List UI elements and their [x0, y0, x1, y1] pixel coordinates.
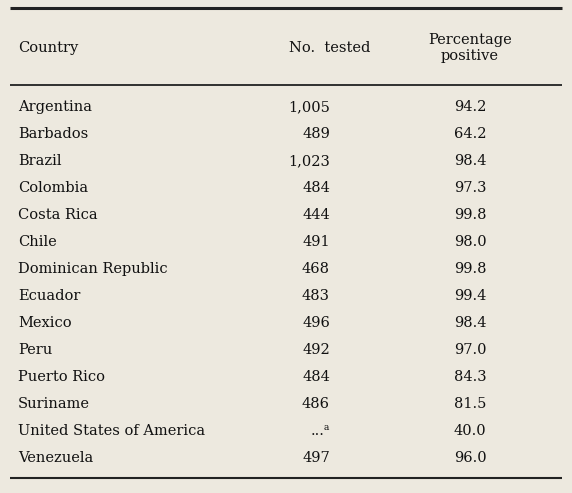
Text: Venezuela: Venezuela: [18, 451, 93, 465]
Text: 98.4: 98.4: [454, 154, 486, 168]
Text: Peru: Peru: [18, 343, 52, 357]
Text: 97.3: 97.3: [454, 181, 486, 195]
Text: 99.8: 99.8: [454, 208, 486, 222]
Text: 486: 486: [302, 397, 330, 411]
Text: 97.0: 97.0: [454, 343, 486, 357]
Text: 468: 468: [302, 262, 330, 276]
Text: 99.8: 99.8: [454, 262, 486, 276]
Text: 94.2: 94.2: [454, 100, 486, 114]
Text: 96.0: 96.0: [454, 451, 486, 465]
Text: 99.4: 99.4: [454, 289, 486, 303]
Text: Mexico: Mexico: [18, 316, 72, 330]
Text: 483: 483: [302, 289, 330, 303]
Text: Ecuador: Ecuador: [18, 289, 81, 303]
Text: 64.2: 64.2: [454, 127, 486, 141]
Text: 40.0: 40.0: [454, 424, 486, 438]
Text: 484: 484: [302, 370, 330, 384]
Text: 1,005: 1,005: [288, 100, 330, 114]
Text: Dominican Republic: Dominican Republic: [18, 262, 168, 276]
Text: 98.0: 98.0: [454, 235, 486, 249]
Text: Percentage
positive: Percentage positive: [428, 33, 512, 63]
Text: Country: Country: [18, 41, 78, 55]
Text: ...ᵃ: ...ᵃ: [311, 424, 330, 438]
Text: 81.5: 81.5: [454, 397, 486, 411]
Text: Colombia: Colombia: [18, 181, 88, 195]
Text: 497: 497: [302, 451, 330, 465]
Text: Barbados: Barbados: [18, 127, 88, 141]
Text: Argentina: Argentina: [18, 100, 92, 114]
Text: No.  tested: No. tested: [289, 41, 371, 55]
Text: 491: 491: [303, 235, 330, 249]
Text: Chile: Chile: [18, 235, 57, 249]
Text: 484: 484: [302, 181, 330, 195]
Text: United States of America: United States of America: [18, 424, 205, 438]
Text: Costa Rica: Costa Rica: [18, 208, 98, 222]
Text: Brazil: Brazil: [18, 154, 62, 168]
Text: 1,023: 1,023: [288, 154, 330, 168]
Text: 98.4: 98.4: [454, 316, 486, 330]
Text: Puerto Rico: Puerto Rico: [18, 370, 105, 384]
Text: 444: 444: [302, 208, 330, 222]
Text: 492: 492: [302, 343, 330, 357]
Text: 489: 489: [302, 127, 330, 141]
Text: Suriname: Suriname: [18, 397, 90, 411]
Text: 496: 496: [302, 316, 330, 330]
Text: 84.3: 84.3: [454, 370, 486, 384]
